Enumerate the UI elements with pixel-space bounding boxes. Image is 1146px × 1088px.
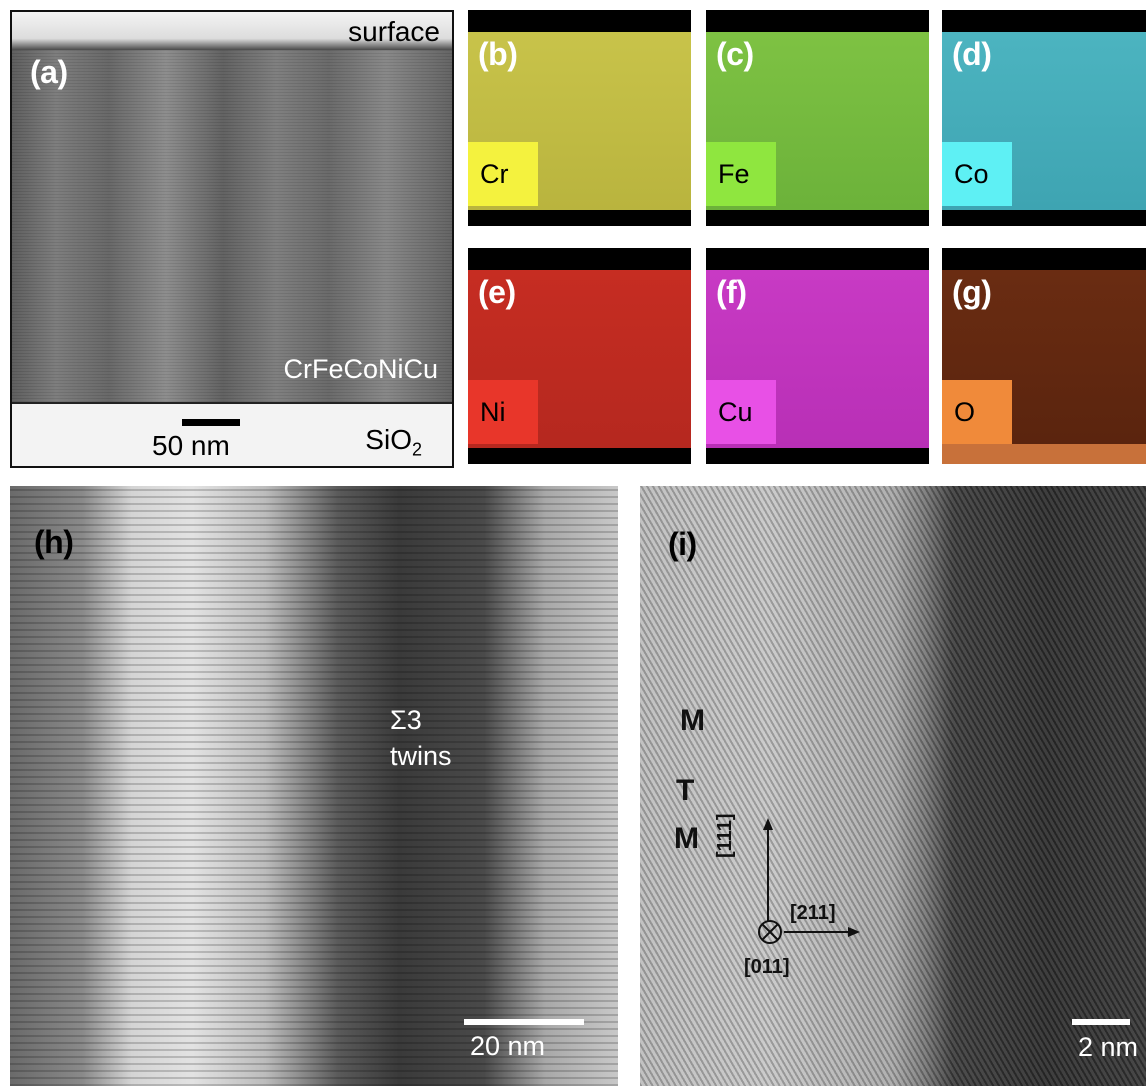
panel-label: (d) <box>952 36 992 72</box>
substrate-oxygen-band <box>942 444 1146 464</box>
element-tag: Cr <box>468 142 538 206</box>
element-tag: Cu <box>706 380 776 444</box>
panel-label: (e) <box>478 274 516 310</box>
panel-label: (i) <box>668 526 697 562</box>
panel-a-cross-section: (a) surface CrFeCoNiCu 50 nm SiO2 <box>10 10 454 468</box>
zone-axis-011-label: [011] <box>744 956 790 978</box>
element-tag: Fe <box>706 142 776 206</box>
scale-label: 20 nm <box>470 1031 546 1061</box>
eds-map-o: (g) O <box>942 248 1146 464</box>
film-composition-label: CrFeCoNiCu <box>283 354 438 384</box>
eds-map-co: (d) Co <box>942 10 1146 226</box>
eds-map-fe: (c) Fe <box>706 10 929 226</box>
orientation-axes <box>758 818 860 944</box>
panel-label: (a) <box>30 54 68 90</box>
twin-label: T <box>676 774 695 807</box>
scale-bar <box>182 419 240 426</box>
panel-h-twins: (h) Σ3 twins 20 nm <box>10 486 618 1086</box>
element-tag: O <box>942 380 1012 444</box>
panel-label: (f) <box>716 274 747 310</box>
substrate-region <box>12 402 452 466</box>
twins-annotation: Σ3 twins <box>390 705 452 771</box>
film-image <box>12 12 452 402</box>
scale-bar <box>1072 1019 1130 1025</box>
panel-label: (b) <box>478 36 518 72</box>
matrix-label-bottom: M <box>674 822 699 855</box>
panel-label: (h) <box>34 524 74 560</box>
substrate-label: SiO2 <box>365 424 422 460</box>
surface-region <box>12 12 452 50</box>
eds-map-cr: (b) Cr <box>468 10 691 226</box>
direction-111-label: [111] <box>714 813 736 858</box>
matrix-label-top: M <box>680 704 705 737</box>
eds-map-cu: (f) Cu <box>706 248 929 464</box>
scale-label: 2 nm <box>1077 1032 1138 1062</box>
panel-label: (g) <box>952 274 992 310</box>
scale-bar <box>464 1019 584 1025</box>
direction-211-label: [211] <box>790 902 836 924</box>
element-tag: Ni <box>468 380 538 444</box>
panel-label: (c) <box>716 36 754 72</box>
surface-label: surface <box>348 16 440 47</box>
element-tag: Co <box>942 142 1012 206</box>
scale-label: 50 nm <box>152 430 230 461</box>
eds-map-ni: (e) Ni <box>468 248 691 464</box>
panel-i-hrtem: (i) M T M [111] [211] [011] 2 nm <box>640 486 1146 1086</box>
